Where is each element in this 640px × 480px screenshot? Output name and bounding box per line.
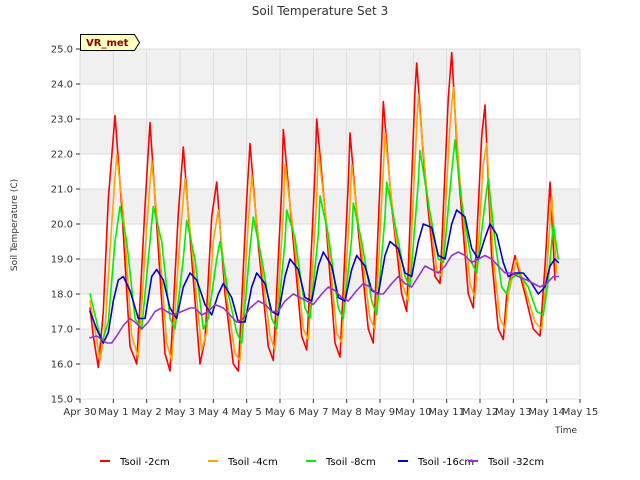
x-tick-label: May 10 bbox=[395, 407, 432, 418]
legend-label: Tsoil -4cm bbox=[227, 457, 278, 468]
x-tick-label: May 15 bbox=[562, 407, 599, 418]
y-tick-label: 25.0 bbox=[51, 45, 73, 56]
series-line-2 bbox=[89, 86, 558, 362]
y-tick-label: 23.0 bbox=[51, 115, 73, 126]
legend-item: Tsoil -16cm bbox=[398, 457, 474, 468]
x-tick-label: May 11 bbox=[428, 407, 465, 418]
x-tick-label: May 14 bbox=[528, 407, 565, 418]
x-tick-label: May 13 bbox=[495, 407, 532, 418]
x-axis: Apr 30 May 1 May 2 May 3 May 4 May 5 May 6 May … bbox=[63, 399, 598, 418]
x-tick-label: May 9 bbox=[365, 407, 395, 418]
series-line-1 bbox=[89, 51, 556, 372]
y-tick-label: 22.0 bbox=[51, 150, 73, 161]
x-axis-label: Time bbox=[554, 426, 577, 436]
x-tick-label: May 2 bbox=[132, 407, 162, 418]
legend-item: Tsoil -32cm bbox=[468, 457, 544, 468]
legend-item: Tsoil -2cm bbox=[100, 457, 170, 468]
x-tick-label: May 1 bbox=[98, 407, 128, 418]
plot-band bbox=[80, 329, 580, 364]
legend-label: Tsoil -8cm bbox=[325, 457, 376, 468]
legend-label: Tsoil -2cm bbox=[119, 457, 170, 468]
y-tick-label: 24.0 bbox=[51, 80, 73, 91]
plot-band bbox=[80, 49, 580, 84]
y-tick-label: 19.0 bbox=[51, 255, 73, 266]
series-line-5 bbox=[89, 251, 560, 344]
legend-label: Tsoil -32cm bbox=[487, 457, 544, 468]
x-tick-label: May 3 bbox=[165, 407, 195, 418]
x-tick-label: May 7 bbox=[298, 407, 328, 418]
plot-band bbox=[80, 189, 580, 224]
y-tick-label: 20.0 bbox=[51, 220, 73, 231]
x-tick-label: Apr 30 bbox=[63, 407, 96, 418]
legend: Tsoil -2cm Tsoil -4cm Tsoil -8cm Tsoil -16c… bbox=[100, 457, 544, 468]
legend-label: Tsoil -16cm bbox=[417, 457, 474, 468]
x-tick-label: May 12 bbox=[462, 407, 499, 418]
y-tick-label: 18.0 bbox=[51, 290, 73, 301]
station-badge-box bbox=[80, 34, 141, 51]
y-tick-label: 16.0 bbox=[51, 360, 73, 371]
legend-item: Tsoil -8cm bbox=[306, 457, 376, 468]
station-badge-text: VR_met bbox=[86, 38, 129, 49]
y-tick-label: 17.0 bbox=[51, 325, 73, 336]
y-tick-label: 15.0 bbox=[51, 395, 73, 406]
plot-band bbox=[80, 119, 580, 154]
x-tick-label: May 4 bbox=[198, 407, 228, 418]
series-line-3 bbox=[89, 139, 560, 344]
y-axis-label: Soil Temperature (C) bbox=[10, 179, 20, 271]
series-layer bbox=[89, 51, 560, 372]
station-badge: VR_met bbox=[80, 34, 141, 51]
x-tick-label: May 5 bbox=[232, 407, 262, 418]
y-tick-label: 21.0 bbox=[51, 185, 73, 196]
x-tick-label: May 8 bbox=[332, 407, 362, 418]
series-line-4 bbox=[89, 209, 560, 344]
y-axis: 15.0 16.0 17.0 18.0 19.0 20.0 21.0 22.0 23.0 24.0… bbox=[51, 45, 80, 406]
legend-item: Tsoil -4cm bbox=[208, 457, 278, 468]
chart-title: Soil Temperature Set 3 bbox=[252, 4, 388, 18]
x-tick-label: May 6 bbox=[265, 407, 295, 418]
